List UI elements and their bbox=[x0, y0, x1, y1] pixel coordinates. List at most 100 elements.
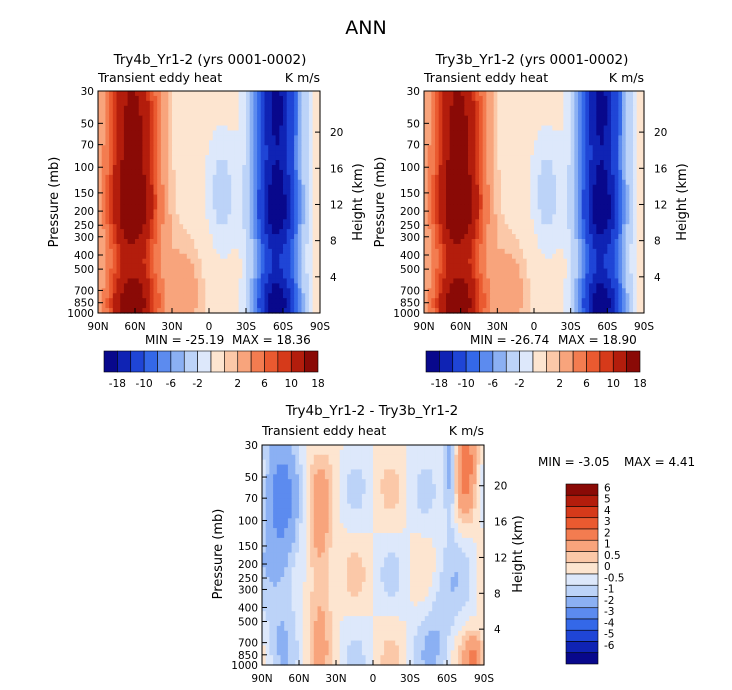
heatmap-cell bbox=[497, 135, 502, 141]
heatmap-cell bbox=[548, 224, 553, 230]
heatmap-cell bbox=[607, 199, 612, 206]
heatmap-cell bbox=[567, 160, 572, 166]
heatmap-cell bbox=[260, 189, 266, 196]
heatmap-cell bbox=[305, 155, 310, 161]
heatmap-cell bbox=[253, 263, 258, 270]
heatmap-cell bbox=[149, 258, 155, 265]
heatmap-cell bbox=[618, 204, 623, 210]
heatmap-cell bbox=[508, 105, 513, 112]
heatmap-cell bbox=[446, 209, 451, 215]
heatmap-cell bbox=[190, 214, 195, 220]
heatmap-cell bbox=[424, 209, 429, 215]
heatmap-cell bbox=[105, 283, 110, 289]
heatmap-cell bbox=[460, 125, 465, 132]
heatmap-cell bbox=[530, 234, 535, 240]
heatmap-cell bbox=[142, 160, 147, 166]
heatmap-cell bbox=[519, 150, 524, 156]
heatmap-cell bbox=[105, 243, 110, 250]
heatmap-cell bbox=[186, 239, 192, 245]
heatmap-cell bbox=[157, 135, 162, 141]
heatmap-cell bbox=[231, 130, 236, 136]
heatmap-cell bbox=[625, 239, 630, 245]
heatmap-cell bbox=[183, 140, 188, 146]
heatmap-cell bbox=[271, 283, 277, 289]
heatmap-cell bbox=[123, 293, 129, 299]
heatmap-cell bbox=[475, 169, 480, 176]
heatmap-cell bbox=[246, 145, 251, 151]
heatmap-cell bbox=[629, 174, 634, 181]
heatmap-cell bbox=[504, 140, 509, 146]
heatmap-cell bbox=[600, 253, 605, 260]
heatmap-cell bbox=[242, 184, 247, 191]
heatmap-cell bbox=[449, 219, 454, 225]
heatmap-cell bbox=[512, 110, 517, 117]
heatmap-cell bbox=[98, 229, 103, 235]
heatmap-cell bbox=[220, 95, 225, 102]
heatmap-cell bbox=[294, 91, 299, 97]
heatmap-cell bbox=[548, 120, 553, 127]
heatmap-cell bbox=[490, 219, 495, 225]
heatmap-cell bbox=[112, 263, 118, 270]
heatmap-cell bbox=[453, 145, 458, 151]
heatmap-cell bbox=[475, 229, 480, 235]
heatmap-cell bbox=[567, 91, 572, 97]
heatmap-cell bbox=[308, 184, 314, 191]
heatmap-cell bbox=[268, 189, 273, 196]
heatmap-cell bbox=[534, 135, 539, 141]
heatmap-cell bbox=[301, 293, 306, 299]
heatmap-cell bbox=[249, 179, 254, 186]
heatmap-cell bbox=[98, 258, 103, 265]
heatmap-cell bbox=[622, 155, 627, 161]
heatmap-cell bbox=[449, 268, 454, 275]
heatmap-cell bbox=[294, 234, 299, 240]
heatmap-cell bbox=[160, 248, 166, 255]
heatmap-cell bbox=[585, 204, 590, 210]
heatmap-cell bbox=[175, 288, 180, 294]
heatmap-cell bbox=[504, 174, 509, 181]
heatmap-cell bbox=[468, 169, 473, 176]
heatmap-cell bbox=[249, 258, 254, 265]
heatmap-cell bbox=[105, 91, 110, 97]
heatmap-cell bbox=[275, 273, 280, 280]
heatmap-cell bbox=[212, 298, 217, 304]
heatmap-cell bbox=[190, 278, 195, 284]
heatmap-cell bbox=[596, 95, 601, 102]
heatmap-cell bbox=[622, 105, 627, 112]
heatmap-cell bbox=[316, 229, 321, 235]
heatmap-cell bbox=[585, 219, 590, 225]
heatmap-cell bbox=[183, 219, 188, 225]
heatmap-cell bbox=[515, 194, 520, 201]
heatmap-cell bbox=[435, 189, 440, 196]
heatmap-cell bbox=[135, 155, 140, 161]
heatmap-cell bbox=[442, 115, 447, 122]
heatmap-cell bbox=[438, 120, 443, 127]
heatmap-cell bbox=[160, 258, 166, 265]
heatmap-cell bbox=[305, 115, 310, 122]
heatmap-cell bbox=[194, 105, 199, 112]
heatmap-cell bbox=[264, 110, 269, 117]
heatmap-cell bbox=[101, 189, 106, 196]
heatmap-cell bbox=[142, 293, 147, 299]
heatmap-cell bbox=[526, 234, 531, 240]
heatmap-cell bbox=[497, 169, 502, 176]
heatmap-cell bbox=[249, 248, 254, 255]
heatmap-cell bbox=[271, 120, 277, 127]
heatmap-cell bbox=[629, 214, 634, 220]
heatmap-cell bbox=[493, 95, 498, 102]
heatmap-cell bbox=[109, 125, 114, 132]
heatmap-cell bbox=[530, 91, 535, 97]
heatmap-cell bbox=[112, 125, 118, 132]
heatmap-cell bbox=[519, 145, 524, 151]
heatmap-cell bbox=[438, 199, 443, 206]
heatmap-cell bbox=[138, 234, 143, 240]
heatmap-cell bbox=[592, 214, 597, 220]
heatmap-cell bbox=[290, 135, 295, 141]
heatmap-cell bbox=[578, 258, 583, 265]
heatmap-cell bbox=[279, 283, 284, 289]
heatmap-cell bbox=[449, 174, 454, 181]
heatmap-cell bbox=[209, 95, 214, 102]
heatmap-cell bbox=[179, 174, 184, 181]
heatmap-cell bbox=[249, 169, 254, 176]
heatmap-cell bbox=[504, 243, 509, 250]
heatmap-cell bbox=[183, 273, 188, 280]
